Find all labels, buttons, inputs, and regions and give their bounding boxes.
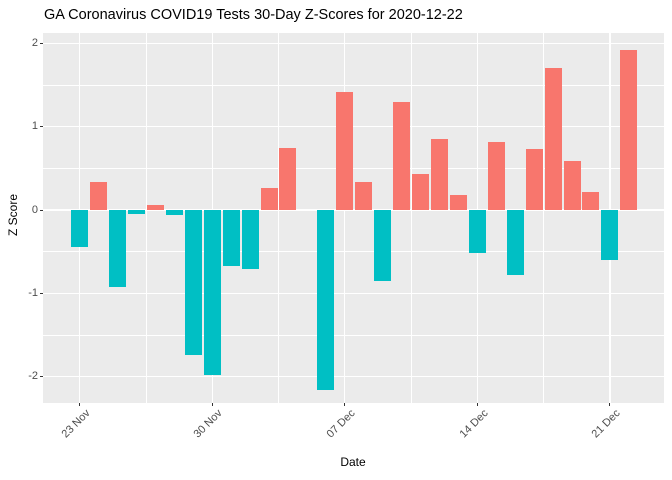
bar-negative (601, 210, 619, 260)
bar-positive (146, 204, 164, 210)
gridline-major-horizontal (43, 125, 664, 128)
bar-positive (544, 68, 562, 210)
bar-negative (222, 210, 240, 266)
gridline-minor-vertical (410, 33, 412, 403)
x-axis-tick (344, 403, 346, 406)
x-axis-title: Date (340, 455, 366, 469)
bar-positive (449, 194, 467, 210)
bar-positive (393, 102, 411, 210)
x-axis-tick (211, 403, 213, 406)
gridline-minor-vertical (278, 33, 279, 403)
y-tick-label: 1 (31, 120, 38, 133)
x-tick-label: 07 Dec (324, 407, 358, 441)
x-tick-label: 30 Nov (191, 407, 226, 441)
gridline-minor-horizontal (43, 334, 664, 336)
x-axis-tick (476, 403, 478, 406)
gridline-minor-horizontal (43, 84, 664, 86)
bar-negative (203, 210, 221, 376)
bar-negative (165, 210, 183, 215)
bar-negative (317, 210, 335, 391)
x-tick-label: 14 Dec (457, 407, 491, 441)
y-tick-label: -1 (28, 286, 38, 299)
x-axis-tick (79, 403, 81, 406)
bar-positive (430, 139, 448, 210)
bar-positive (355, 181, 373, 210)
plot-panel (43, 33, 664, 403)
bar-positive (582, 192, 600, 210)
x-tick-label: 23 Nov (59, 407, 93, 441)
gridline-major-horizontal (43, 292, 664, 295)
bar-negative (109, 210, 127, 287)
bar-negative (506, 210, 524, 275)
y-tick-label: 0 (31, 203, 38, 216)
y-tick-label: -2 (28, 370, 38, 383)
bar-negative (128, 210, 145, 215)
gridline-minor-horizontal (43, 167, 664, 169)
bar-negative (468, 210, 486, 254)
bar-negative (71, 210, 89, 247)
gridline-minor-vertical (543, 33, 545, 403)
chart-title: GA Coronavirus COVID19 Tests 30-Day Z-Sc… (44, 7, 463, 23)
y-axis-tick (40, 126, 43, 128)
bar-negative (184, 210, 202, 356)
gridline-major-horizontal (43, 209, 664, 211)
bar-positive (90, 181, 108, 210)
bar-negative (241, 210, 259, 270)
bar-positive (487, 142, 505, 210)
bar-positive (336, 92, 354, 210)
bar-positive (260, 188, 278, 210)
bar-positive (620, 49, 638, 210)
gridline-major-horizontal (43, 42, 664, 44)
bar-positive (563, 160, 581, 210)
gridline-minor-vertical (145, 33, 147, 403)
y-axis-tick (40, 209, 43, 211)
y-axis-tick (40, 292, 43, 294)
gridline-major-vertical (344, 33, 346, 403)
y-axis-tick (40, 42, 43, 44)
bar-positive (525, 149, 543, 210)
x-tick-label: 21 Dec (589, 407, 623, 441)
bar-positive (279, 148, 297, 210)
x-axis-tick (609, 403, 611, 406)
bar-positive (412, 174, 430, 210)
bar-negative (374, 210, 392, 281)
y-tick-label: 2 (31, 36, 38, 49)
y-axis-tick (40, 376, 43, 378)
gridline-minor-horizontal (43, 251, 664, 253)
gridline-major-horizontal (43, 376, 664, 378)
